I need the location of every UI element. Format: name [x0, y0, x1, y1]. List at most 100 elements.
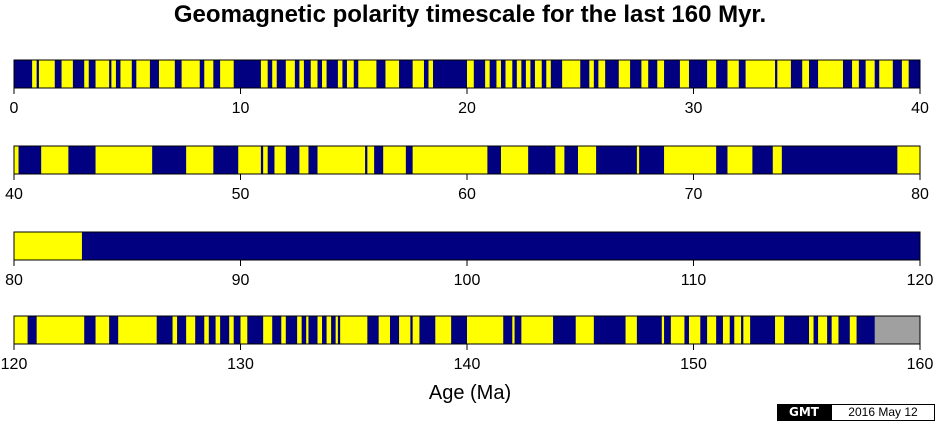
reversed-polarity-interval	[428, 60, 434, 88]
reversed-polarity-interval	[310, 60, 318, 88]
reversed-polarity-interval	[220, 60, 234, 88]
x-tick-label: 40	[5, 186, 23, 203]
reversed-polarity-interval	[14, 316, 28, 344]
reversed-polarity-interval	[777, 60, 791, 88]
reversed-polarity-interval	[496, 60, 501, 88]
reversed-polarity-interval	[802, 60, 810, 88]
reversed-polarity-interval	[727, 60, 739, 88]
reversed-polarity-interval	[516, 60, 522, 88]
reversed-polarity-interval	[743, 316, 751, 344]
reversed-polarity-interval	[775, 316, 785, 344]
x-tick-label: 120	[1, 356, 28, 373]
reversed-polarity-interval	[818, 316, 828, 344]
reversed-polarity-interval	[158, 60, 175, 88]
reversed-polarity-interval	[485, 60, 490, 88]
reversed-polarity-interval	[120, 60, 132, 88]
reversed-polarity-interval	[734, 316, 742, 344]
reversed-polarity-interval	[521, 316, 554, 344]
reversed-polarity-interval	[285, 60, 295, 88]
reversed-polarity-interval	[546, 60, 551, 88]
reversed-polarity-interval	[299, 146, 309, 174]
reversed-polarity-interval	[240, 316, 248, 344]
x-tick-label: 140	[454, 356, 481, 373]
reversed-polarity-interval	[722, 316, 730, 344]
reversed-polarity-interval	[204, 316, 209, 344]
reversed-polarity-interval	[657, 60, 665, 88]
reversed-polarity-interval	[399, 316, 411, 344]
reversed-polarity-interval	[897, 146, 920, 174]
x-tick-label: 30	[685, 100, 703, 117]
x-tick-label: 80	[5, 272, 23, 289]
x-axis-label: Age (Ma)	[428, 382, 512, 404]
reversed-polarity-interval	[274, 146, 286, 174]
reversed-polarity-interval	[562, 60, 581, 88]
reversed-polarity-interval	[598, 60, 606, 88]
reversed-polarity-interval	[679, 60, 689, 88]
reversed-polarity-interval	[95, 146, 153, 174]
reversed-polarity-interval	[852, 60, 859, 88]
reversed-polarity-interval	[346, 60, 354, 88]
x-tick-label: 100	[454, 272, 481, 289]
reversed-polarity-interval	[111, 60, 116, 88]
reversed-polarity-interval	[378, 316, 390, 344]
x-tick-label: 160	[907, 356, 934, 373]
x-tick-label: 150	[680, 356, 707, 373]
reversed-polarity-interval	[818, 60, 843, 88]
x-tick-label: 90	[232, 272, 250, 289]
reversed-polarity-interval	[229, 316, 234, 344]
reversed-polarity-interval	[186, 316, 196, 344]
x-tick-label: 110	[681, 272, 707, 289]
timescale-row-4: 120 130 140 150 160	[1, 315, 934, 373]
reversed-polarity-interval	[14, 232, 82, 260]
reversed-polarity-interval	[636, 146, 640, 174]
reversed-polarity-interval	[215, 316, 221, 344]
reversed-polarity-interval	[707, 60, 717, 88]
reversed-polarity-interval	[260, 60, 268, 88]
reversed-polarity-interval	[337, 60, 343, 88]
reversed-polarity-interval	[118, 316, 157, 344]
reversed-polarity-interval	[36, 316, 85, 344]
reversed-polarity-interval	[340, 316, 368, 344]
x-tick-label: 20	[458, 100, 476, 117]
chart-title: Geomagnetic polarity timescale for the l…	[173, 1, 767, 28]
reversed-polarity-interval	[688, 316, 701, 344]
reversed-polarity-interval	[412, 316, 420, 344]
reversed-polarity-interval	[589, 60, 594, 88]
reversed-polarity-interval	[831, 316, 839, 344]
reversed-polarity-interval	[670, 316, 685, 344]
x-tick-label: 10	[232, 100, 250, 117]
reversed-polarity-interval	[525, 60, 531, 88]
reversed-polarity-interval	[727, 146, 753, 174]
reversed-polarity-interval	[263, 146, 268, 174]
reversed-polarity-interval	[335, 316, 338, 344]
x-tick-label: 50	[232, 186, 250, 203]
reversed-polarity-interval	[512, 316, 515, 344]
reversed-polarity-interval	[661, 316, 665, 344]
reversed-polarity-interval	[467, 60, 474, 88]
reversed-polarity-interval	[575, 316, 594, 344]
reversed-polarity-interval	[263, 316, 273, 344]
reversed-polarity-interval	[412, 146, 488, 174]
reversed-polarity-interval	[299, 60, 304, 88]
reversed-polarity-interval	[745, 60, 776, 88]
reversed-polarity-interval	[322, 60, 327, 88]
reversed-polarity-interval	[238, 146, 261, 174]
reversed-polarity-interval	[577, 146, 597, 174]
reversed-polarity-interval	[641, 60, 649, 88]
reversed-polarity-interval	[95, 316, 110, 344]
reversed-polarity-interval	[412, 60, 424, 88]
reversed-polarity-interval	[38, 60, 55, 88]
reversed-polarity-interval	[849, 316, 857, 344]
reversed-polarity-interval	[435, 316, 452, 344]
reversed-polarity-interval	[326, 316, 332, 344]
reversed-polarity-interval	[500, 146, 529, 174]
reversed-polarity-interval	[32, 60, 37, 88]
normal-polarity-background	[14, 232, 920, 260]
date-stamp: 2016 May 12	[831, 404, 935, 421]
reversed-polarity-interval	[306, 316, 309, 344]
reversed-polarity-interval	[95, 60, 110, 88]
x-tick-label: 60	[458, 186, 476, 203]
reversed-polarity-interval	[865, 60, 875, 88]
reversed-polarity-interval	[664, 146, 717, 174]
